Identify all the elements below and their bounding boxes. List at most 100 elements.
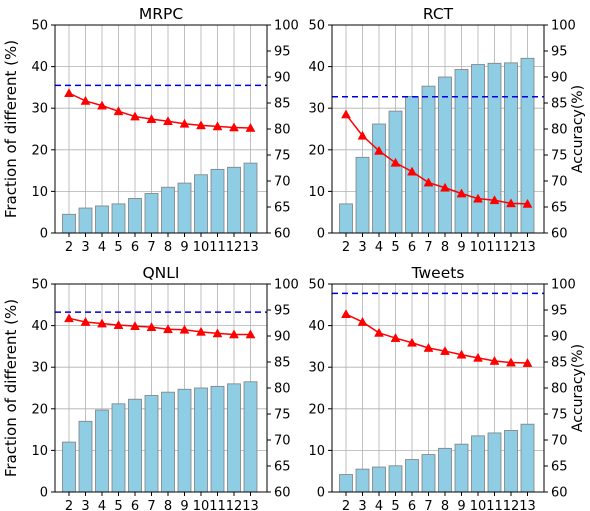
- x-tick-label: 5: [391, 499, 399, 511]
- bar-4: [372, 123, 386, 234]
- chart-title: RCT: [423, 5, 454, 23]
- accuracy-point-11: [212, 328, 223, 338]
- bar-3: [78, 207, 93, 234]
- bar-12: [504, 430, 518, 493]
- left-tick-label: 10: [31, 444, 48, 459]
- x-tick-label: 10: [193, 499, 210, 511]
- accuracy-point-12: [229, 122, 239, 132]
- right-tick-label: 100: [551, 278, 576, 293]
- left-tick-label: 50: [31, 19, 48, 34]
- accuracy-point-7: [423, 342, 434, 352]
- right-tick-label: 70: [274, 434, 291, 449]
- right-tick-label: 80: [274, 123, 291, 138]
- x-tick-label: 12: [226, 499, 243, 511]
- x-tick-label: 12: [503, 499, 520, 511]
- bar-8: [438, 76, 452, 234]
- x-tick-label: 11: [209, 240, 226, 255]
- accuracy-point-11: [489, 355, 500, 365]
- left-tick-label: 40: [31, 319, 48, 334]
- bar-2: [62, 441, 76, 493]
- x-tick-label: 4: [98, 240, 106, 255]
- x-tick-label: 13: [519, 499, 536, 511]
- left-tick-label: 40: [308, 60, 325, 75]
- left-tick-label: 40: [308, 319, 325, 334]
- x-tick-label: 3: [358, 240, 366, 255]
- x-tick-label: 11: [486, 499, 503, 511]
- bar-12: [227, 166, 241, 234]
- accuracy-line: [68, 317, 251, 336]
- x-tick-label: 5: [114, 240, 122, 255]
- x-tick-label: 6: [408, 240, 416, 255]
- x-tick-label: 3: [81, 240, 89, 255]
- right-tick-label: 80: [274, 382, 291, 397]
- bar-9: [177, 388, 192, 493]
- left-tick-label: 20: [308, 402, 325, 417]
- accuracy-point-10: [473, 193, 483, 203]
- right-tick-label: 95: [551, 304, 568, 319]
- right-tick-label: 95: [551, 45, 568, 60]
- x-tick-label: 7: [147, 240, 155, 255]
- accuracy-point-2: [341, 309, 351, 319]
- bar-3: [355, 156, 370, 234]
- accuracy-point-4: [374, 327, 384, 337]
- bar-11: [487, 62, 502, 234]
- right-tick-label: 95: [274, 45, 291, 60]
- bar-10: [471, 64, 485, 234]
- chart-panel-tweets: 0 10 20 30 40 50 60 65 70 75 80 85 90 95 100 2 3 4 5 6 7 8 9 10…: [308, 264, 586, 511]
- bar-7: [421, 85, 436, 234]
- accuracy-point-3: [80, 316, 91, 326]
- accuracy-point-9: [179, 324, 190, 334]
- x-tick-label: 8: [164, 240, 172, 255]
- right-tick-label: 60: [274, 486, 291, 501]
- left-tick-label: 30: [308, 361, 325, 376]
- x-tick-label: 9: [180, 499, 188, 511]
- x-tick-label: 2: [65, 499, 73, 511]
- right-tick-label: 65: [551, 460, 568, 475]
- accuracy-point-8: [163, 324, 173, 334]
- bar-3: [355, 468, 370, 493]
- chart-title: MRPC: [139, 5, 183, 23]
- left-tick-label: 20: [308, 143, 325, 158]
- x-tick-label: 2: [65, 240, 73, 255]
- left-tick-label: 30: [31, 361, 48, 376]
- bar-13: [243, 381, 258, 493]
- x-tick-label: 5: [114, 499, 122, 511]
- x-tick-label: 2: [342, 240, 350, 255]
- x-tick-label: 8: [441, 499, 449, 511]
- accuracy-point-3: [357, 130, 368, 140]
- accuracy-point-9: [456, 188, 467, 198]
- x-tick-label: 5: [391, 240, 399, 255]
- right-tick-label: 80: [551, 123, 568, 138]
- x-tick-label: 6: [131, 499, 139, 511]
- right-tick-label: 70: [551, 175, 568, 190]
- left-axis-label: Fraction of different (%): [2, 40, 20, 218]
- right-tick-label: 75: [551, 149, 568, 164]
- right-tick-label: 85: [551, 97, 568, 112]
- accuracy-point-3: [80, 95, 91, 105]
- right-tick-label: 65: [274, 201, 291, 216]
- x-tick-label: 3: [81, 499, 89, 511]
- x-tick-label: 4: [98, 499, 106, 511]
- accuracy-point-6: [130, 111, 140, 121]
- bar-4: [95, 205, 109, 234]
- accuracy-point-5: [390, 333, 401, 342]
- x-tick-label: 12: [226, 240, 243, 255]
- left-tick-label: 50: [31, 278, 48, 293]
- accuracy-line: [345, 313, 528, 364]
- left-tick-label: 30: [31, 102, 48, 117]
- accuracy-point-12: [506, 198, 516, 208]
- left-tick-label: 20: [31, 402, 48, 417]
- bar-8: [161, 391, 175, 493]
- accuracy-point-12: [506, 357, 516, 367]
- bar-6: [128, 198, 142, 234]
- x-tick-label: 6: [131, 240, 139, 255]
- x-tick-label: 2: [342, 499, 350, 511]
- bar-6: [405, 459, 419, 493]
- accuracy-point-7: [423, 177, 434, 187]
- bar-5: [111, 403, 126, 493]
- right-tick-label: 100: [274, 19, 299, 34]
- bar-7: [144, 395, 159, 493]
- bar-5: [111, 203, 126, 234]
- right-axis-label: Accuracy(%): [570, 85, 586, 173]
- bar-2: [339, 203, 353, 234]
